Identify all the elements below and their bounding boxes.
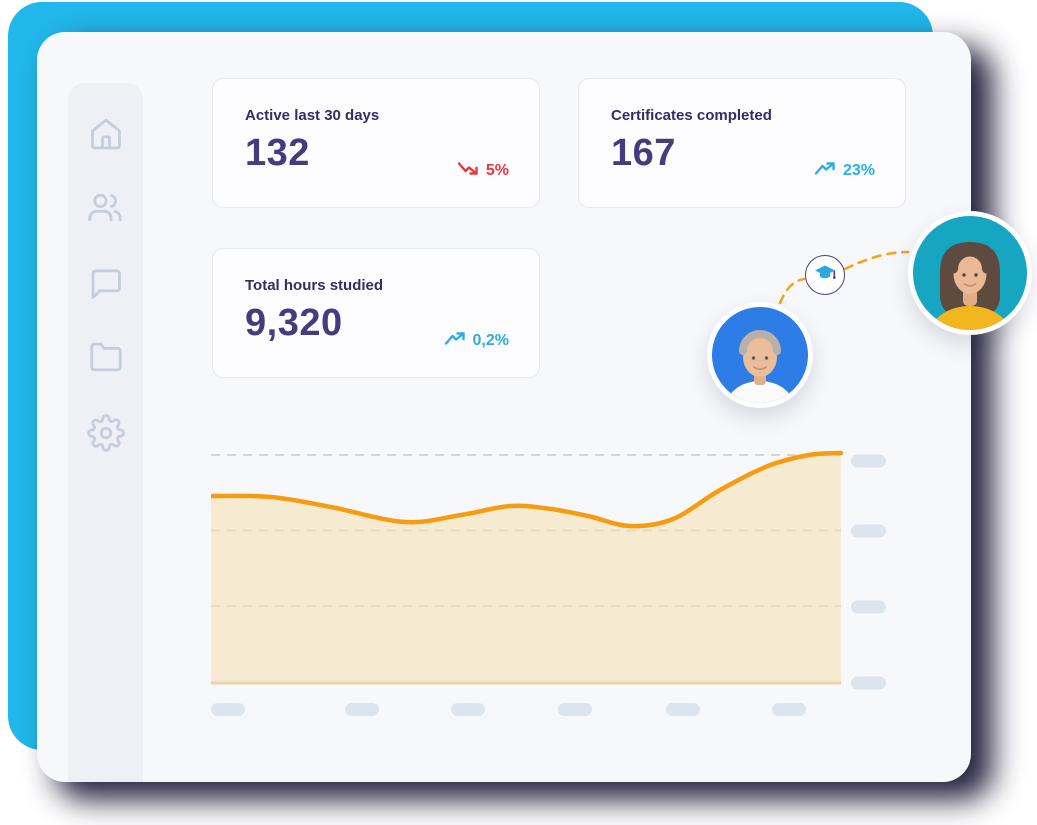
man-shirt (725, 381, 795, 403)
stat-label: Active last 30 days (245, 107, 380, 124)
stat-card-active-users: Active last 30 days 132 5% (212, 78, 540, 208)
sidebar-item-home[interactable] (87, 115, 125, 153)
trend-value: 5% (485, 162, 509, 179)
x-tick-placeholder-pill (451, 703, 485, 716)
graduation-cap-icon (813, 261, 837, 290)
stat-card-certificates: Certificates completed 167 23% (578, 78, 906, 208)
man-hair (739, 330, 781, 355)
sidebar-item-messages[interactable] (87, 265, 125, 303)
trend-indicator: 5% (457, 161, 509, 181)
graduation-badge (805, 255, 845, 295)
woman-face (953, 254, 987, 294)
sidebar-item-users[interactable] (87, 189, 125, 227)
x-tick-placeholder-pill (558, 703, 592, 716)
sidebar-item-files[interactable] (87, 338, 125, 376)
dashboard-board: Active last 30 days 132 5% Certificates … (37, 32, 971, 782)
y-tick-placeholder-pill (851, 524, 886, 538)
y-tick-placeholder-pill (851, 676, 886, 690)
chat-bubble-icon (87, 269, 125, 307)
woman-hair-front (949, 247, 991, 274)
trend-value: 0,2% (472, 332, 509, 349)
users-icon (87, 193, 125, 231)
x-tick-placeholder-pill (211, 703, 245, 716)
y-tick-placeholder-pill (851, 600, 886, 614)
settings-gear-icon (86, 414, 125, 456)
trending-up-icon (444, 331, 468, 351)
man-face (743, 337, 777, 377)
trend-indicator: 0,2% (444, 331, 509, 351)
folder-icon (87, 342, 125, 380)
x-tick-placeholder-pill (345, 703, 379, 716)
stat-card-total-hours: Total hours studied 9,320 0,2% (212, 248, 540, 378)
stat-value: 9,320 (245, 302, 343, 344)
sidebar-item-settings[interactable] (86, 414, 125, 452)
trend-value: 23% (842, 162, 875, 179)
trending-up-icon (814, 161, 838, 181)
man-avatar (707, 302, 813, 408)
stat-value: 132 (245, 132, 310, 174)
y-tick-placeholder-pill (851, 454, 886, 468)
woman-avatar (908, 211, 1032, 335)
study-hours-area-chart (211, 450, 886, 716)
trending-down-icon (457, 161, 481, 181)
woman-sweater (929, 306, 1011, 330)
sidebar (68, 83, 143, 782)
x-tick-placeholder-pill (666, 703, 700, 716)
home-icon (87, 118, 125, 157)
trend-indicator: 23% (814, 161, 875, 181)
stat-label: Total hours studied (245, 277, 384, 294)
stat-value: 167 (611, 132, 676, 174)
stat-label: Certificates completed (611, 107, 772, 124)
x-tick-placeholder-pill (772, 703, 806, 716)
